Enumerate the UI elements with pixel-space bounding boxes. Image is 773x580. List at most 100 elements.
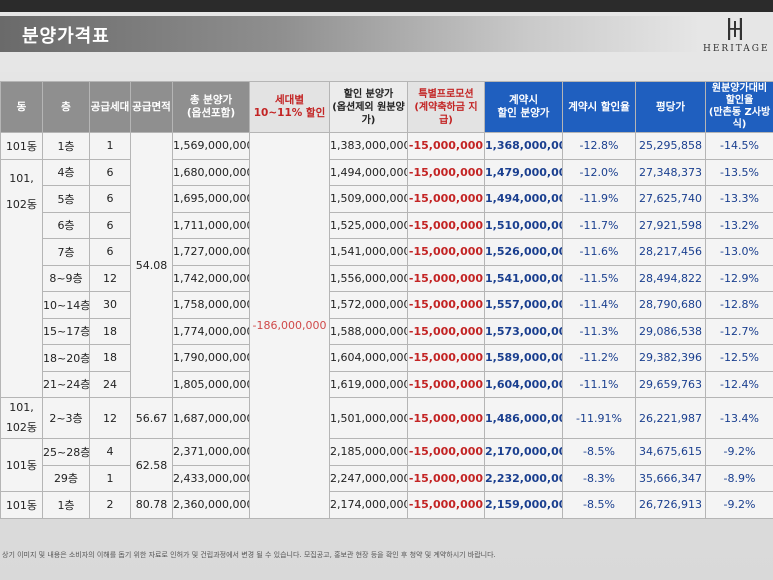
col-dong: 동 <box>0 81 43 133</box>
total-cell: 1,774,000,000 <box>172 317 250 345</box>
rate-cell: -8.5% <box>562 438 636 466</box>
discounted-cell: 2,247,000,000 <box>329 464 408 492</box>
promo-cell: -15,000,000 <box>407 397 485 439</box>
orig-rate-cell: -12.8% <box>705 291 773 319</box>
page-title: 분양가격표 <box>22 26 110 47</box>
floor-cell: 18~20층 <box>42 344 90 372</box>
rate-cell: -11.6% <box>562 238 636 266</box>
top-band <box>0 0 773 12</box>
area-cell: 62.58 <box>130 438 173 492</box>
table-row: 21~24층 24 1,805,000,000 1,619,000,000 -1… <box>1 370 773 398</box>
orig-rate-cell: -9.2% <box>705 438 773 466</box>
total-cell: 1,695,000,000 <box>172 185 250 213</box>
discounted-cell: 1,556,000,000 <box>329 264 408 292</box>
units-cell: 12 <box>89 264 131 292</box>
table-row: 101동 25~28층 4 62.58 2,371,000,000 2,185,… <box>0 438 773 492</box>
table-row: 101, 102동 2~3층 12 56.67 1,687,000,000 1,… <box>0 397 773 439</box>
orig-rate-cell: -8.9% <box>705 464 773 492</box>
promo-cell: -15,000,000 <box>407 185 485 213</box>
footer-disclaimer: 상기 이미지 및 내용은 소비자의 이해를 돕기 위한 자료로 인허가 및 건립… <box>2 551 496 559</box>
ppy-cell: 25,295,858 <box>635 132 706 160</box>
table-row: 15~17층 18 1,774,000,000 1,588,000,000 -1… <box>1 317 773 345</box>
discounted-cell: 2,174,000,000 <box>329 491 408 519</box>
rate-cell: -12.0% <box>562 158 636 186</box>
contract-cell: 2,159,000,000 <box>484 491 563 519</box>
dong-cell: 101동 <box>0 132 43 160</box>
discounted-cell: 1,588,000,000 <box>329 317 408 345</box>
orig-rate-cell: -12.7% <box>705 317 773 345</box>
discounted-cell: 1,619,000,000 <box>329 370 408 398</box>
contract-cell: 1,479,000,000 <box>484 158 563 186</box>
ppy-cell: 26,726,913 <box>635 491 706 519</box>
units-cell: 24 <box>89 370 131 398</box>
discounted-cell: 1,541,000,000 <box>329 238 408 266</box>
total-cell: 1,805,000,000 <box>172 370 250 398</box>
units-cell: 1 <box>89 464 131 492</box>
units-cell: 30 <box>89 291 131 319</box>
floor-cell: 7층 <box>42 238 90 266</box>
discounted-cell: 2,185,000,000 <box>329 438 408 466</box>
rate-cell: -12.8% <box>562 132 636 160</box>
orig-rate-cell: -13.4% <box>705 397 773 439</box>
promo-cell: -15,000,000 <box>407 238 485 266</box>
total-cell: 2,371,000,000 <box>172 438 250 466</box>
col-units: 공급세대 <box>89 81 131 133</box>
rate-cell: -11.4% <box>562 291 636 319</box>
units-cell: 6 <box>89 185 131 213</box>
total-cell: 1,711,000,000 <box>172 211 250 239</box>
total-cell: 1,742,000,000 <box>172 264 250 292</box>
header-row: 동 층 공급세대 공급면적 총 분양가 (옵션포함) 세대별 10~11% 할인… <box>0 81 773 133</box>
price-table: 동 층 공급세대 공급면적 총 분양가 (옵션포함) 세대별 10~11% 할인… <box>0 81 773 519</box>
promo-cell: -15,000,000 <box>407 370 485 398</box>
area-cell: 56.67 <box>130 397 173 439</box>
floor-cell: 25~28층 <box>42 438 90 466</box>
promo-cell: -15,000,000 <box>407 158 485 186</box>
orig-rate-cell: -9.2% <box>705 491 773 519</box>
contract-cell: 2,170,000,000 <box>484 438 563 466</box>
discounted-cell: 1,494,000,000 <box>329 158 408 186</box>
col-special-promo: 특별프로모션 (계약축하금 지급) <box>407 81 485 133</box>
orig-rate-cell: -13.5% <box>705 158 773 186</box>
units-cell: 18 <box>89 317 131 345</box>
discounted-cell: 1,572,000,000 <box>329 291 408 319</box>
units-cell: 6 <box>89 238 131 266</box>
contract-cell: 1,494,000,000 <box>484 185 563 213</box>
discounted-cell: 1,383,000,000 <box>329 132 408 160</box>
promo-cell: -15,000,000 <box>407 211 485 239</box>
col-household-discount: 세대별 10~11% 할인 <box>249 81 330 133</box>
orig-rate-cell: -14.5% <box>705 132 773 160</box>
ppy-cell: 29,382,396 <box>635 344 706 372</box>
units-cell: 2 <box>89 491 131 519</box>
total-cell: 1,727,000,000 <box>172 238 250 266</box>
promo-cell: -15,000,000 <box>407 491 485 519</box>
total-cell: 1,680,000,000 <box>172 158 250 186</box>
floor-cell: 4층 <box>42 158 90 186</box>
contract-cell: 1,541,000,000 <box>484 264 563 292</box>
col-price-per-pyeong: 평당가 <box>635 81 706 133</box>
household-discount-cell: -186,000,000 <box>249 132 330 519</box>
dong-cell: 101, 102동 <box>0 397 43 439</box>
total-cell: 1,790,000,000 <box>172 344 250 372</box>
floor-cell: 29층 <box>42 464 90 492</box>
units-cell: 1 <box>89 132 131 160</box>
table-row: 18~20층 18 1,790,000,000 1,604,000,000 -1… <box>1 344 773 372</box>
discounted-cell: 1,525,000,000 <box>329 211 408 239</box>
units-cell: 6 <box>89 211 131 239</box>
floor-cell: 15~17층 <box>42 317 90 345</box>
ppy-cell: 26,221,987 <box>635 397 706 439</box>
floor-cell: 5층 <box>42 185 90 213</box>
contract-cell: 1,557,000,000 <box>484 291 563 319</box>
units-cell: 6 <box>89 158 131 186</box>
orig-rate-cell: -12.9% <box>705 264 773 292</box>
col-total-price: 총 분양가 (옵션포함) <box>172 81 250 133</box>
table-row: 5층 6 1,695,000,000 1,509,000,000 -15,000… <box>1 185 773 213</box>
title-bar <box>0 16 700 52</box>
orig-rate-cell: -13.0% <box>705 238 773 266</box>
ppy-cell: 27,348,373 <box>635 158 706 186</box>
col-contract-price: 계약시 할인 분양가 <box>484 81 563 133</box>
total-cell: 1,687,000,000 <box>172 397 250 439</box>
area-cell: 54.08 <box>130 132 173 398</box>
col-floor: 층 <box>42 81 90 133</box>
contract-cell: 1,526,000,000 <box>484 238 563 266</box>
